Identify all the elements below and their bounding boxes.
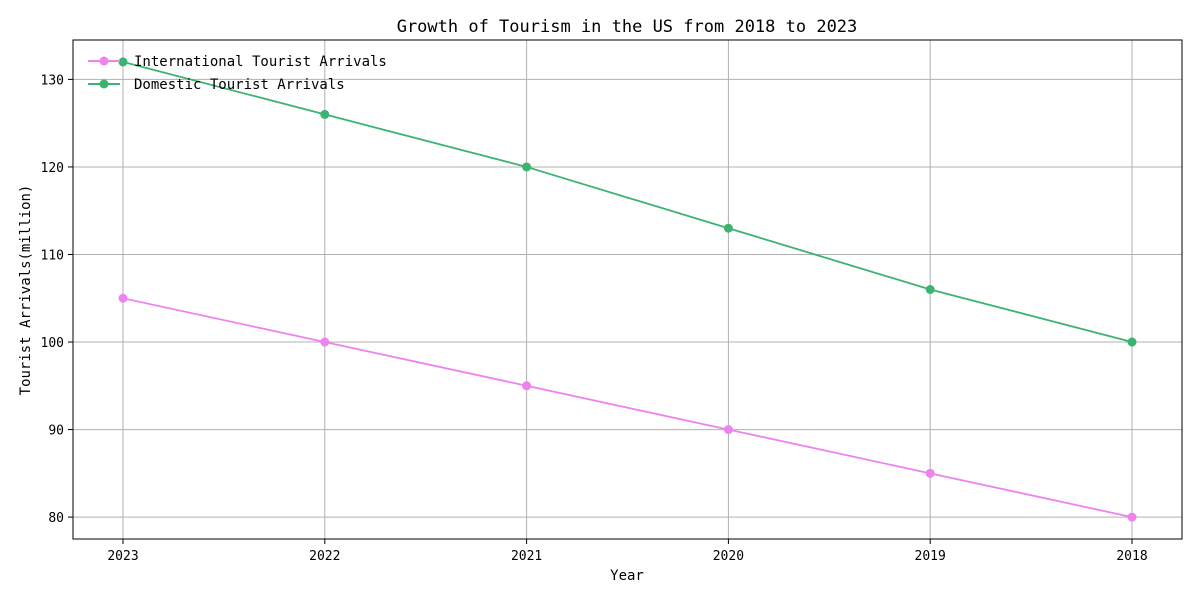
data-point-international [118, 293, 128, 303]
axis-ticks: 2023 2022 2021 2020 2019 2018 80 90 100 110 120 130 [41, 73, 1148, 564]
chart-title: Growth of Tourism in the US from 2018 to… [397, 17, 858, 37]
legend-label-international: International Tourist Arrivals [134, 54, 387, 70]
legend-label-domestic: Domestic Tourist Arrivals [134, 77, 345, 93]
data-point-international [522, 381, 532, 391]
data-point-domestic [320, 109, 330, 119]
plot-frame [72, 39, 1183, 540]
legend-swatch-international-marker [99, 56, 109, 66]
legend-swatch-domestic-marker [99, 79, 109, 89]
x-tick-label: 2020 [713, 549, 744, 564]
data-point-domestic [925, 285, 935, 294]
legend: International Tourist Arrivals Domestic … [88, 54, 387, 93]
series-line-international [122, 297, 1133, 518]
data-point-domestic [522, 162, 532, 172]
data-point-international [320, 337, 330, 347]
data-point-international [925, 468, 935, 478]
data-point-domestic [723, 223, 733, 233]
y-tick-label: 90 [48, 424, 64, 439]
data-point-international [1127, 512, 1137, 522]
y-tick-label: 80 [48, 511, 64, 526]
x-tick-label: 2018 [1116, 549, 1147, 564]
data-point-domestic [118, 57, 128, 67]
x-tick-label: 2023 [107, 549, 138, 564]
y-tick-label: 120 [41, 161, 64, 176]
series-line-domestic [122, 61, 1133, 343]
data-point-international [723, 425, 733, 435]
x-tick-label: 2022 [309, 549, 340, 564]
grid [73, 40, 1182, 539]
y-axis-label: Tourist Arrivals(million) [18, 185, 34, 396]
x-tick-label: 2019 [915, 549, 946, 564]
y-tick-label: 110 [41, 248, 64, 263]
y-tick-label: 130 [41, 73, 64, 88]
x-tick-label: 2021 [511, 549, 542, 564]
y-tick-label: 100 [41, 336, 64, 351]
data-point-domestic [1127, 337, 1137, 347]
x-axis-label: Year [610, 568, 644, 584]
series-group [118, 57, 1137, 522]
